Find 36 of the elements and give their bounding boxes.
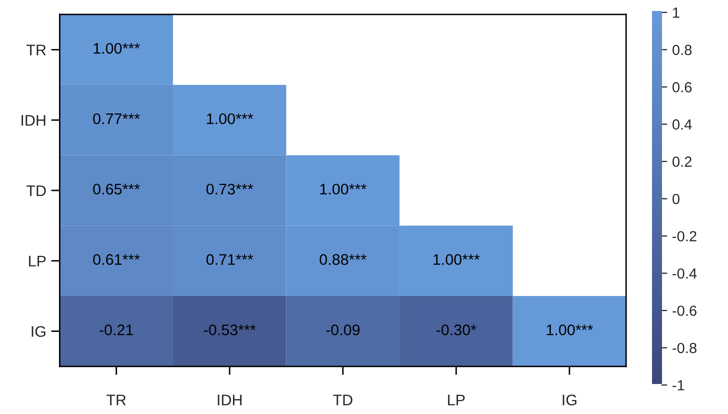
color-bar-label: 0.6	[672, 82, 692, 92]
data-label: -0.53***	[204, 324, 256, 336]
data-label: 1.00***	[94, 42, 140, 54]
x-tick-label: LP	[448, 394, 465, 406]
data-label: 1.00***	[434, 254, 480, 265]
color-bar-label: 0.2	[672, 156, 692, 167]
color-bar-label: 0.4	[672, 119, 692, 130]
data-label: 0.61***	[93, 254, 140, 265]
y-tick-label: TR	[26, 44, 46, 56]
y-tick-label: TD	[26, 185, 46, 196]
x-tick-label: IG	[562, 394, 576, 406]
data-label: 0.71***	[206, 254, 254, 265]
color-bar-label: -0.4	[672, 268, 697, 279]
color-bar-label: -1	[672, 380, 684, 390]
x-tick-label: IDH	[218, 394, 242, 406]
data-label: 1.00***	[546, 324, 593, 336]
x-tick-label: TR	[106, 394, 126, 406]
x-tick-label: TD	[333, 394, 352, 406]
data-label: 0.88***	[320, 254, 366, 265]
color-bar-label: -0.8	[672, 342, 696, 354]
data-label: -0.30*	[436, 324, 476, 336]
color-bar-label: 1	[673, 8, 680, 18]
data-label: -0.21	[100, 324, 133, 336]
data-label: -0.09	[326, 324, 360, 336]
color-bar-label: -0.6	[672, 306, 696, 316]
y-tick-label: IDH	[22, 115, 46, 126]
data-label: 0.65***	[93, 184, 140, 195]
data-label: 1.00***	[206, 113, 254, 124]
color-bar-label: 0	[672, 194, 680, 204]
y-tick-label: LP	[29, 256, 46, 266]
color-bar-label: 0.8	[672, 44, 692, 56]
data-label: 0.77***	[93, 113, 140, 124]
color-bar-label: -0.2	[672, 231, 696, 242]
y-tick-label: IG	[32, 326, 46, 337]
data-label: 0.73***	[206, 184, 254, 195]
data-label: 1.00***	[320, 184, 366, 195]
